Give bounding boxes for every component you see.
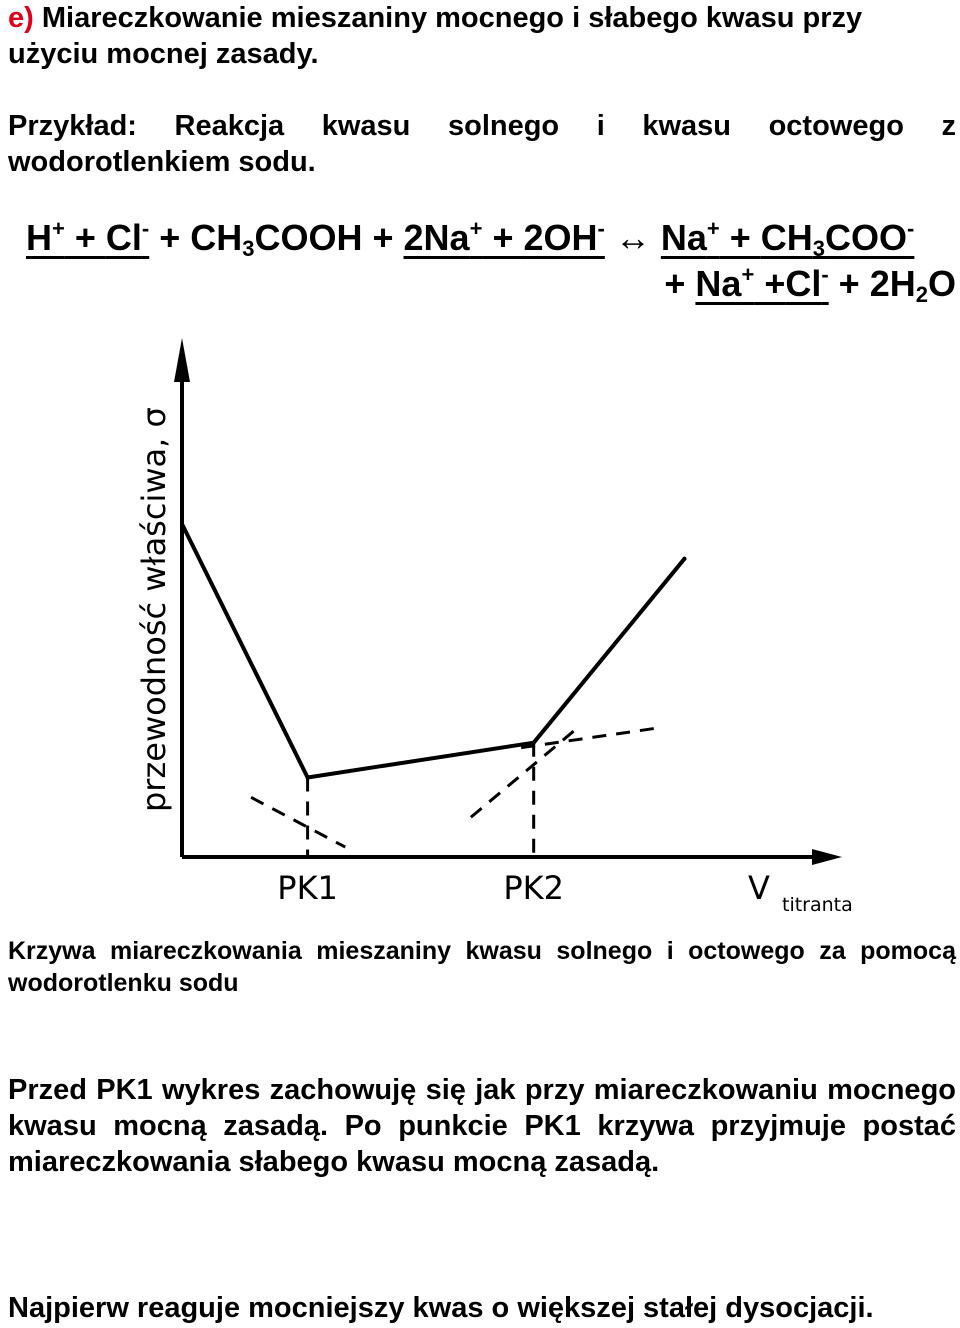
eq-h-ion: H+ + Cl- [26,216,150,258]
x-axis-label-subscript: titranta [782,894,853,916]
chart-caption: Krzywa miareczkowania mieszaniny kwasu s… [8,937,956,997]
section-heading-text: Miareczkowanie mieszaniny mocnego i słab… [8,2,863,70]
eq-naoh: 2Na+ + 2OH- [403,216,605,258]
equivalence-label-pk2: PK2 [503,869,564,907]
chart-series [180,522,687,780]
tangent-line-2 [469,726,579,819]
x-axis-arrow [812,849,842,865]
reaction-equation-line-1: H+ + Cl- + CH3COOH + 2Na+ + 2OH- ↔ Na+ +… [26,216,914,260]
eq-plus: + [828,263,870,304]
curve-point [180,522,184,527]
curve-point [682,556,687,561]
eq-water: 2H2O [869,263,956,307]
curve-point [531,740,536,745]
eq-sodium-acetate: Na+ + CH3COO- [660,216,915,261]
equivalence-label-pk1: PK1 [277,869,338,907]
eq-plus: + [362,217,404,258]
eq-sodium-chloride: Na+ +Cl- [695,262,829,304]
explanation-paragraph: Przed PK1 wykres zachowuję się jak przy … [8,1074,956,1178]
eq-acetic-acid: CH3COOH [190,217,363,261]
curve-point [305,775,310,780]
conclusion-line: Najpierw reaguje mocniejszy kwas o więks… [8,1292,874,1324]
section-marker: e) [8,2,34,34]
section-heading: e) Miareczkowanie mieszaniny mocnego i s… [8,0,956,72]
example-text: Przykład: Reakcja kwasu solnego i kwasu … [8,110,956,178]
eq-plus: + [664,263,696,304]
eq-arrow: ↔ [604,217,661,258]
eq-plus: + [149,217,191,258]
x-axis-label: V [748,869,770,907]
tangent-line-1 [250,796,346,849]
y-axis-arrow [174,338,190,382]
y-axis-label: przewodność właściwa, σ [135,407,173,812]
reaction-equation-line-2: + Na+ +Cl- + 2H2O [664,262,956,306]
chart-tangents [250,726,660,855]
chart-axes [174,338,842,865]
titration-curve [180,522,687,780]
